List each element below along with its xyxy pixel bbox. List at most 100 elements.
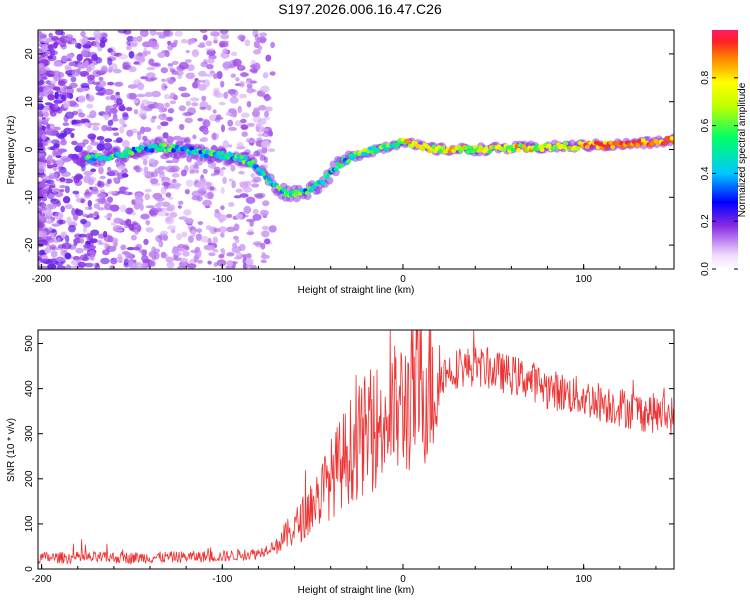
noise-cell	[69, 265, 79, 269]
spectrogram-cells	[38, 30, 674, 269]
noise-cell	[225, 112, 232, 116]
noise-cell	[263, 156, 268, 163]
colorbar-tick-label: 0.8	[700, 70, 711, 84]
noise-cell	[166, 136, 174, 144]
noise-cell	[107, 81, 115, 86]
noise-cell	[96, 80, 107, 88]
ridge-cell	[171, 148, 176, 153]
noise-cell	[231, 180, 236, 189]
noise-cell	[93, 40, 100, 48]
noise-cell	[213, 87, 220, 94]
noise-cell	[140, 265, 146, 269]
noise-cell	[150, 171, 159, 178]
noise-cell	[180, 169, 187, 177]
noise-cell	[38, 73, 42, 82]
noise-cell	[194, 169, 200, 174]
ridge-cell	[225, 155, 231, 160]
noise-cell	[41, 44, 49, 52]
noise-cell	[53, 61, 63, 67]
noise-cell	[181, 231, 188, 238]
noise-cell	[149, 158, 155, 164]
noise-cell	[146, 66, 156, 71]
noise-cell	[96, 192, 106, 199]
ridge-cell	[266, 176, 272, 182]
noise-cell	[261, 230, 270, 238]
noise-cell	[160, 186, 167, 195]
noise-cell	[197, 221, 204, 226]
noise-cell	[47, 165, 54, 169]
noise-cell	[61, 95, 66, 101]
noise-cell	[167, 63, 173, 67]
noise-cell	[55, 256, 64, 262]
noise-cell	[216, 259, 227, 267]
noise-cell	[49, 110, 57, 117]
noise-cell	[134, 165, 141, 173]
ridge-cell	[476, 148, 482, 153]
noise-cell	[177, 265, 186, 269]
ridge-cell	[256, 167, 261, 172]
noise-cell	[83, 243, 91, 249]
noise-cell	[142, 50, 148, 57]
noise-cell	[250, 173, 256, 178]
snr-background	[38, 330, 674, 569]
noise-cell	[193, 254, 199, 263]
noise-cell	[217, 214, 227, 222]
noise-cell	[164, 102, 170, 108]
noise-cell	[201, 137, 208, 142]
noise-cell	[70, 259, 79, 266]
noise-cell	[38, 131, 42, 139]
noise-cell	[179, 123, 185, 131]
noise-cell	[235, 77, 240, 82]
noise-cell	[250, 60, 257, 66]
ridge-cell	[88, 159, 93, 164]
ridge-cell	[158, 142, 164, 147]
spectrogram-ytick-label: 10	[24, 96, 35, 108]
noise-cell	[185, 49, 190, 54]
ridge-cell	[122, 150, 128, 155]
noise-cell	[222, 140, 229, 149]
noise-cell	[46, 128, 56, 137]
noise-cell	[238, 243, 246, 252]
noise-cell	[253, 40, 260, 49]
noise-cell	[97, 207, 105, 211]
noise-cell	[62, 122, 70, 126]
noise-cell	[260, 242, 266, 250]
noise-cell	[119, 204, 127, 213]
ridge-cell	[406, 139, 411, 144]
noise-cell	[163, 30, 171, 37]
noise-cell	[264, 238, 271, 245]
ridge-cell	[505, 145, 511, 150]
ridge-cell	[440, 145, 446, 150]
noise-cell	[126, 40, 131, 46]
noise-cell	[251, 183, 260, 188]
noise-cell	[76, 142, 86, 148]
ridge-cell	[243, 156, 249, 161]
noise-cell	[136, 225, 142, 232]
noise-cell	[46, 123, 51, 130]
noise-cell	[246, 87, 254, 94]
noise-cell	[199, 106, 207, 110]
noise-cell	[125, 106, 133, 112]
noise-cell	[259, 32, 268, 37]
noise-cell	[246, 122, 255, 127]
noise-cell	[223, 91, 229, 99]
noise-cell	[88, 213, 94, 219]
noise-cell	[116, 98, 123, 105]
ridge-cell	[203, 153, 209, 159]
noise-cell	[173, 182, 178, 186]
ridge-cell	[250, 159, 256, 164]
noise-cell	[104, 138, 113, 143]
noise-cell	[239, 80, 245, 88]
noise-cell	[50, 250, 58, 258]
noise-cell	[216, 71, 223, 79]
spectrogram-xlabel: Height of straight line (km)	[298, 285, 415, 296]
noise-cell	[127, 84, 138, 89]
ridge-cell	[539, 147, 545, 152]
noise-cell	[184, 189, 190, 195]
noise-cell	[109, 204, 120, 212]
noise-cell	[182, 250, 190, 257]
noise-cell	[183, 138, 189, 143]
noise-cell	[38, 183, 48, 188]
noise-cell	[177, 205, 182, 209]
noise-cell	[205, 48, 215, 52]
